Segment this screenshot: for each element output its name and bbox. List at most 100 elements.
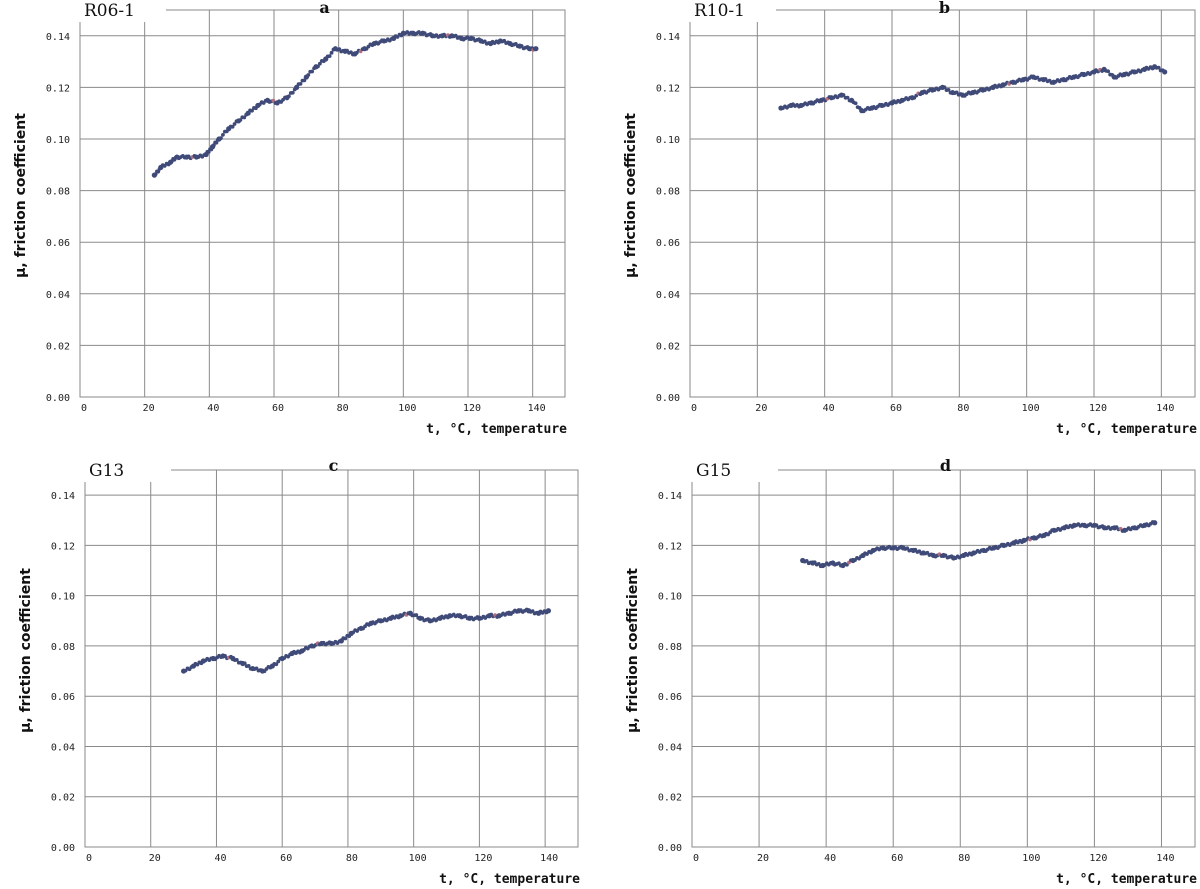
y-axis-label: μ, friction coefficient xyxy=(623,113,639,278)
data-point-dense xyxy=(287,94,291,98)
y-tick-label: 0.08 xyxy=(658,642,682,653)
x-tick-label: 60 xyxy=(890,403,902,414)
y-tick-label: 0.12 xyxy=(46,83,70,94)
panel-letter: a xyxy=(319,0,329,17)
x-tick-label: 20 xyxy=(755,403,767,414)
y-tick-label: 0.04 xyxy=(656,290,680,301)
data-point-dense xyxy=(328,54,332,58)
y-tick-label: 0.10 xyxy=(656,135,680,146)
panel-letter: c xyxy=(329,456,339,475)
data-point-dense xyxy=(310,70,314,74)
y-tick-label: 0.00 xyxy=(51,843,75,854)
series-points xyxy=(778,64,1167,113)
y-tick-label: 0.04 xyxy=(51,742,75,753)
x-tick-label: 140 xyxy=(528,403,546,414)
sample-label: R10-1 xyxy=(694,1,745,21)
x-tick-label: 100 xyxy=(409,853,427,864)
x-tick-label: 140 xyxy=(540,853,558,864)
x-tick-label: 120 xyxy=(1089,853,1107,864)
y-tick-label: 0.08 xyxy=(46,187,70,198)
series-points xyxy=(800,520,1157,568)
y-tick-label: 0.06 xyxy=(658,692,682,703)
x-tick-label: 80 xyxy=(346,853,358,864)
x-tick-label: 80 xyxy=(337,403,349,414)
plot-frame xyxy=(80,10,565,397)
x-tick-label: 120 xyxy=(463,403,481,414)
y-tick-label: 0.06 xyxy=(656,238,680,249)
x-tick-label: 40 xyxy=(824,853,836,864)
plot-frame xyxy=(85,470,578,847)
y-tick-label: 0.00 xyxy=(46,393,70,404)
x-tick-label: 60 xyxy=(280,853,292,864)
x-tick-label: 100 xyxy=(398,403,416,414)
y-tick-label: 0.14 xyxy=(51,491,75,502)
plot-frame xyxy=(690,10,1195,397)
y-tick-label: 0.00 xyxy=(658,843,682,854)
panel-letter: b xyxy=(939,0,950,17)
x-axis-label: t, °C, temperature xyxy=(426,422,567,437)
y-axis-label: μ, friction coefficient xyxy=(625,568,641,733)
x-tick-label: 40 xyxy=(214,853,226,864)
x-tick-label: 60 xyxy=(272,403,284,414)
x-tick-label: 60 xyxy=(891,853,903,864)
series-points xyxy=(181,608,551,674)
y-tick-label: 0.00 xyxy=(656,393,680,404)
x-tick-label: 120 xyxy=(474,853,492,864)
data-point-dense xyxy=(854,101,858,105)
x-tick-label: 0 xyxy=(693,853,699,864)
x-tick-label: 80 xyxy=(957,403,969,414)
y-tick-label: 0.02 xyxy=(658,793,682,804)
y-tick-label: 0.02 xyxy=(46,341,70,352)
y-tick-label: 0.10 xyxy=(51,592,75,603)
data-point-dense xyxy=(219,136,223,140)
x-tick-label: 40 xyxy=(823,403,835,414)
x-tick-label: 20 xyxy=(149,853,161,864)
x-tick-label: 20 xyxy=(757,853,769,864)
data-point-dense xyxy=(299,82,303,86)
y-tick-label: 0.10 xyxy=(658,592,682,603)
x-tick-label: 0 xyxy=(81,403,87,414)
panel-letter: d xyxy=(940,456,951,475)
y-tick-label: 0.08 xyxy=(51,642,75,653)
x-axis-label: t, °C, temperature xyxy=(439,872,580,887)
data-point-dense xyxy=(330,51,334,55)
y-tick-label: 0.04 xyxy=(46,290,70,301)
data-point-dense xyxy=(221,133,225,137)
panel-a: 0 20 40 60 80 100 120 140 0.00 0.02 0.04 0.06 0.08 0.… xyxy=(13,0,567,437)
data-point xyxy=(533,46,538,51)
x-axis-label: t, °C, temperature xyxy=(1056,422,1197,437)
y-axis-label: μ, friction coefficient xyxy=(18,568,34,733)
y-tick-label: 0.12 xyxy=(656,83,680,94)
y-tick-label: 0.12 xyxy=(658,541,682,552)
sample-label: R06-1 xyxy=(84,1,135,21)
y-axis-label: μ, friction coefficient xyxy=(13,113,29,278)
y-tick-label: 0.12 xyxy=(51,541,75,552)
data-point xyxy=(1152,520,1157,525)
x-tick-label: 40 xyxy=(207,403,219,414)
y-tick-label: 0.04 xyxy=(658,742,682,753)
x-tick-label: 140 xyxy=(1156,403,1174,414)
y-tick-label: 0.14 xyxy=(46,32,70,43)
panel-b: 0 20 40 60 80 100 120 140 0.00 0.02 0.04 0.06 0.08 0.… xyxy=(623,0,1197,437)
data-point-dense xyxy=(291,91,295,95)
panel-d: 0 20 40 60 80 100 120 140 0.00 0.02 0.04 0.06 0.08 0.… xyxy=(625,456,1197,887)
x-tick-label: 100 xyxy=(1022,853,1040,864)
y-tick-label: 0.14 xyxy=(656,32,680,43)
data-point xyxy=(546,608,551,613)
y-tick-label: 0.14 xyxy=(658,491,682,502)
sample-label: G13 xyxy=(89,461,124,481)
data-point-dense xyxy=(1106,69,1110,73)
y-tick-label: 0.06 xyxy=(51,692,75,703)
panel-c: 0 20 40 60 80 100 120 140 0.00 0.02 0.04 0.06 0.08 0.… xyxy=(18,456,580,887)
y-tick-label: 0.06 xyxy=(46,238,70,249)
x-tick-label: 120 xyxy=(1089,403,1107,414)
y-tick-label: 0.10 xyxy=(46,135,70,146)
x-tick-label: 140 xyxy=(1156,853,1174,864)
plot-frame xyxy=(692,470,1195,847)
x-axis-label: t, °C, temperature xyxy=(1056,872,1197,887)
x-tick-label: 20 xyxy=(143,403,155,414)
sample-label: G15 xyxy=(696,461,731,481)
x-tick-label: 100 xyxy=(1022,403,1040,414)
data-point xyxy=(1162,69,1167,74)
